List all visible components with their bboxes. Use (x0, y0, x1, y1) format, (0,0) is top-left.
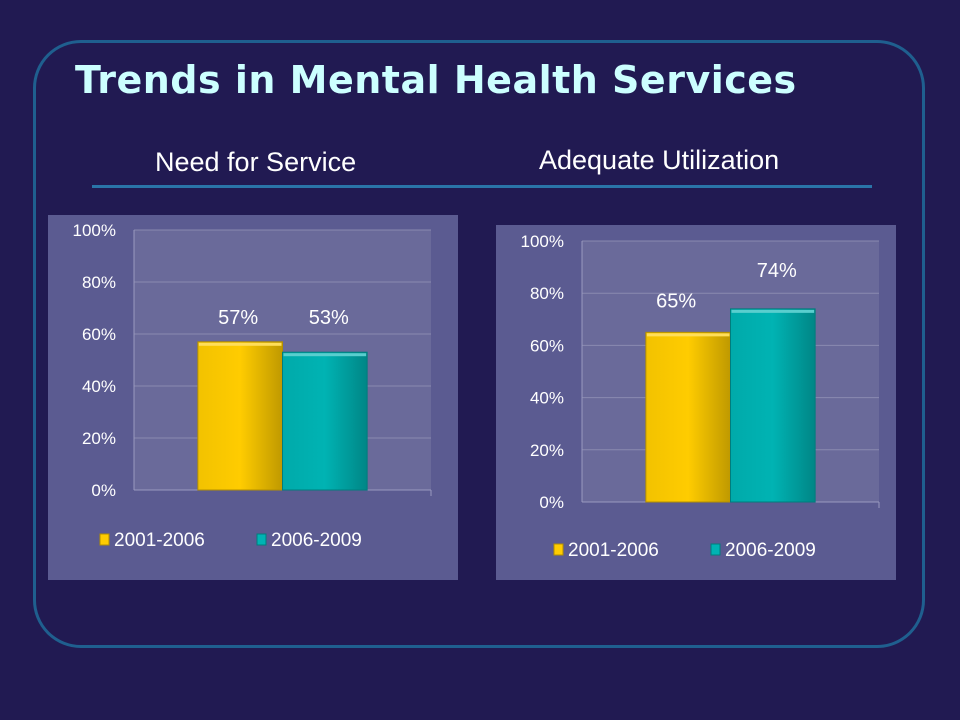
bar-2006-2009 (730, 308, 816, 503)
legend-swatch (553, 543, 564, 556)
y-tick-label: 0% (539, 493, 564, 512)
legend-swatch (99, 533, 110, 546)
slide-title: Trends in Mental Health Services (75, 58, 797, 102)
y-tick-label: 20% (82, 429, 116, 448)
bar-highlight (731, 309, 815, 313)
bar-2006-2009 (282, 351, 368, 491)
bar-highlight (198, 342, 282, 346)
chart-adequate-utilization: 0% 20% 40% 60% 80% 100% 65% 74% 2001-2006 2006-20… (496, 225, 896, 580)
legend-label: 2006-2009 (271, 530, 362, 551)
y-tick-label: 20% (530, 441, 564, 460)
y-tick-label: 80% (530, 284, 564, 303)
slide-frame (33, 40, 925, 648)
data-label: 57% (218, 307, 258, 329)
y-tick-label: 40% (530, 389, 564, 408)
data-label: 74% (757, 260, 797, 282)
chart-svg-adequate-utilization: 0% 20% 40% 60% 80% 100% 65% 74% 2001-2006 2006-20… (521, 232, 880, 561)
legend-label: 2001-2006 (114, 530, 205, 551)
title-divider (92, 185, 872, 188)
data-label: 53% (309, 307, 349, 329)
bar-highlight (646, 333, 730, 337)
y-tick-label: 100% (73, 221, 116, 240)
legend-swatch (256, 533, 267, 546)
subtitle-need-for-service: Need for Service (155, 147, 357, 177)
legend-label: 2006-2009 (725, 540, 816, 561)
y-tick-label: 60% (530, 336, 564, 355)
y-tick-label: 40% (82, 377, 116, 396)
bar-2001-2006 (645, 331, 731, 503)
chart-svg-need-for-service: 0% 20% 40% 60% 80% 100% 57% 53% 2001-2006 2006-20… (73, 221, 432, 551)
bar-2001-2006 (197, 341, 283, 491)
data-label: 65% (656, 290, 696, 312)
bar-highlight (283, 353, 367, 357)
y-tick-label: 0% (91, 481, 116, 500)
legend-label: 2001-2006 (568, 540, 659, 561)
legend-swatch (710, 543, 721, 556)
y-tick-label: 80% (82, 273, 116, 292)
chart-need-for-service: 0% 20% 40% 60% 80% 100% 57% 53% 2001-2006 2006-20… (48, 215, 458, 580)
y-tick-label: 60% (82, 325, 116, 344)
subtitle-adequate-utilization: Adequate Utilization (539, 145, 780, 175)
y-tick-label: 100% (521, 232, 564, 251)
